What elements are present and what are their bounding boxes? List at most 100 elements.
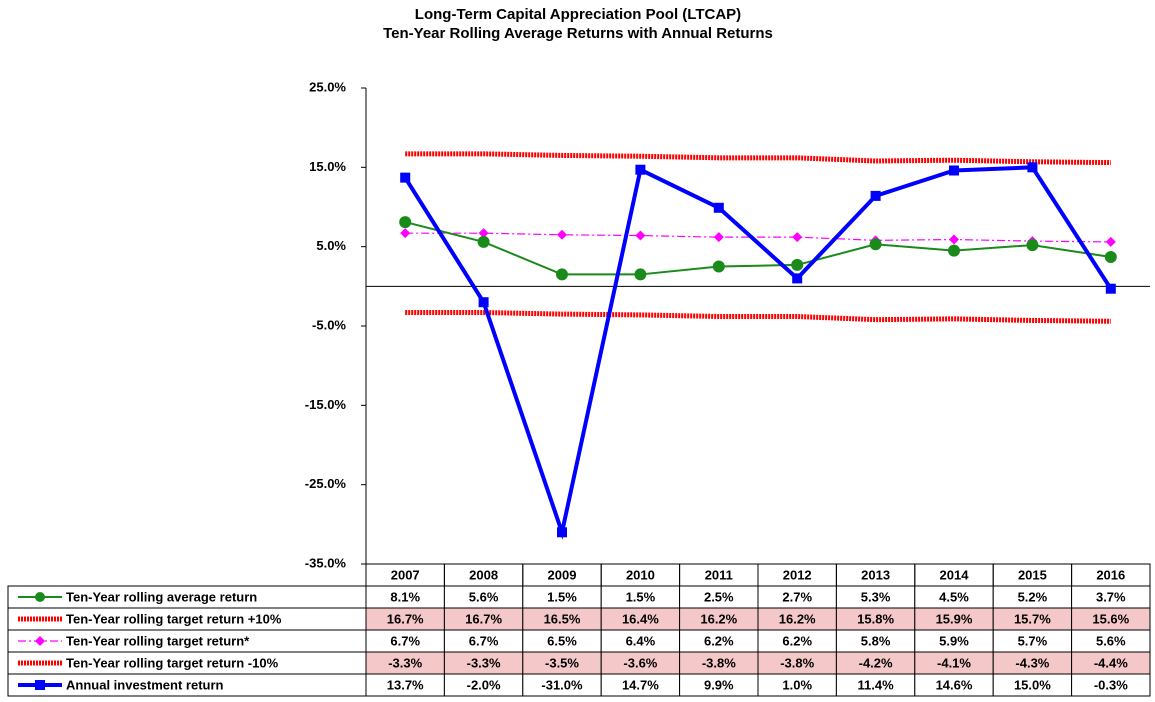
table-value: 1.0% [782,677,812,692]
point [949,165,959,176]
table-value: 3.7% [1096,589,1126,604]
point [635,164,646,175]
table-value: -3.8% [780,655,814,670]
table-value: -3.3% [388,655,422,670]
point [869,238,882,251]
table-value: 14.7% [622,677,659,692]
table-value: 1.5% [626,589,656,604]
point [399,216,412,229]
x-tick-label: 2011 [705,567,733,582]
table-value: 2.7% [782,589,812,604]
point [478,297,489,308]
y-tick-label: 25.0% [309,79,346,94]
point [1027,162,1038,173]
table-value: 6.4% [626,633,656,648]
table-value: 5.7% [1018,633,1048,648]
table-value: 16.5% [544,611,581,626]
table-value: 6.7% [469,633,499,648]
table-value: 6.2% [782,633,812,648]
point [557,229,567,240]
point [556,268,568,281]
table-value: 9.9% [704,677,734,692]
table-value: 11.4% [858,677,895,692]
series-line [404,221,1111,276]
table-value: -4.3% [1015,655,1049,670]
legend-label: Ten-Year rolling target return -10% [66,655,279,670]
x-tick-label: 2015 [1018,567,1047,582]
table-value: 5.9% [939,633,969,648]
legend-marker [35,592,45,602]
table-value: 8.1% [390,589,420,604]
table-value: -3.3% [467,655,501,670]
y-tick-label: -15.0% [305,397,347,412]
x-tick-label: 2012 [783,567,812,582]
x-tick-label: 2014 [940,567,970,582]
table-value: -2.0% [467,677,501,692]
y-tick-label: -5.0% [312,317,346,332]
legend-label: Ten-Year rolling average return [66,589,257,604]
chart-subtitle: Ten-Year Rolling Average Returns with An… [383,25,773,42]
point [1105,283,1116,294]
y-tick-label: 15.0% [309,159,346,174]
table-value: 13.7% [387,677,424,692]
y-tick-label: -35.0% [305,555,347,570]
x-tick-label: 2009 [548,567,577,582]
table-value: -4.2% [859,655,893,670]
table-value: -3.5% [545,655,579,670]
table-value: 5.6% [469,589,499,604]
table-value: 16.7% [465,611,502,626]
x-tick-label: 2013 [861,567,890,582]
table-value: 16.2% [779,611,816,626]
point [870,190,881,201]
series-line [405,310,1111,324]
table-value: 6.5% [547,633,577,648]
series-line [403,165,1113,540]
point [1104,250,1117,263]
table-value: 2.5% [704,589,734,604]
point [948,244,960,257]
point [400,172,411,183]
x-tick-label: 2010 [626,567,655,582]
table-cell [1071,673,1151,697]
point [400,228,411,239]
table-value: 5.3% [861,589,891,604]
x-tick-label: 2016 [1096,567,1125,582]
table-value: -3.6% [623,655,657,670]
table-value: 6.7% [390,633,420,648]
table-value: 5.6% [1096,633,1126,648]
y-tick-label: 5.0% [316,238,346,253]
table-value: 4.5% [939,589,969,604]
table-value: 16.7% [387,611,424,626]
table-value: 16.2% [700,611,737,626]
table-value: -0.3% [1094,677,1128,692]
point [791,258,804,271]
point [713,232,724,243]
point [949,234,959,245]
table-value: 15.6% [1092,611,1129,626]
legend-marker [35,636,45,646]
point [792,232,803,243]
table-value: 5.8% [861,633,891,648]
point [634,268,647,281]
legend-label: Annual investment return [66,677,224,692]
chart-title: Long-Term Capital Appreciation Pool (LTC… [415,6,741,23]
series-line [405,232,1111,243]
table-value: 15.7% [1014,611,1051,626]
x-tick-label: 2008 [469,567,498,582]
table-value: -4.1% [937,655,971,670]
point [792,273,803,284]
y-tick-label: -25.0% [305,476,347,491]
legend-label: Ten-Year rolling target return* [66,633,250,648]
series-line [405,151,1111,166]
x-tick-label: 2007 [391,567,420,582]
legend-marker [35,680,45,690]
table-value: 5.2% [1018,589,1048,604]
legend-label: Ten-Year rolling target return +10% [66,611,282,626]
point [477,235,490,248]
point [712,260,725,273]
table-value: 15.9% [936,611,973,626]
point [1105,236,1116,247]
point [713,202,724,213]
